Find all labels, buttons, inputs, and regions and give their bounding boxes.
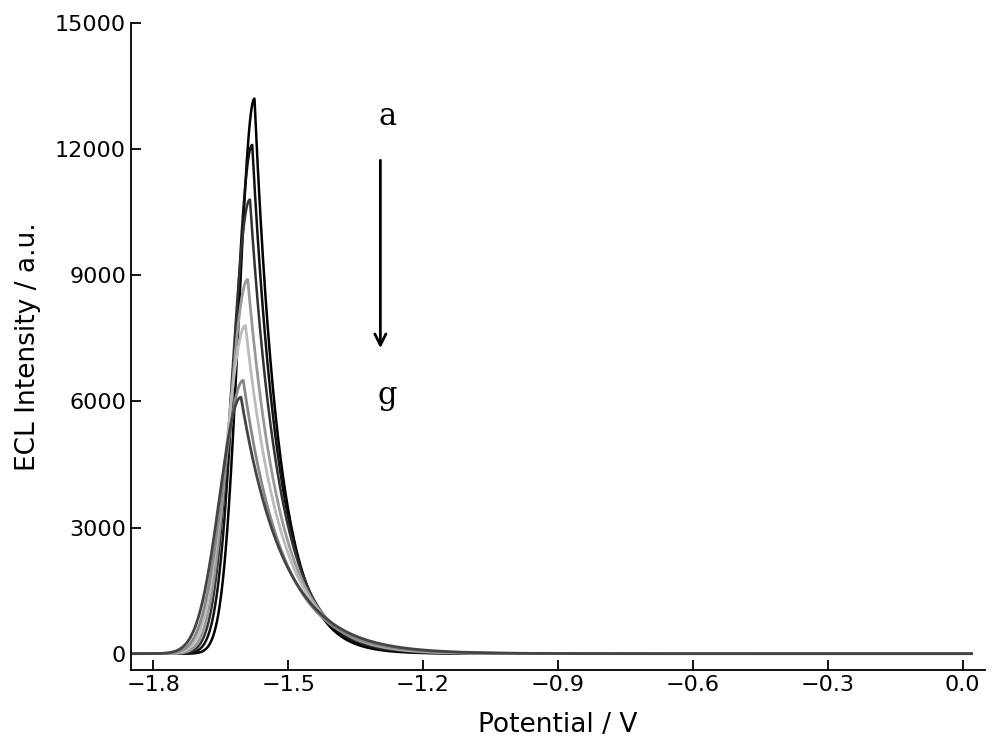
Text: a: a [378,102,396,133]
X-axis label: Potential / V: Potential / V [478,712,638,738]
Y-axis label: ECL Intensity / a.u.: ECL Intensity / a.u. [15,222,41,471]
Text: g: g [377,380,397,411]
